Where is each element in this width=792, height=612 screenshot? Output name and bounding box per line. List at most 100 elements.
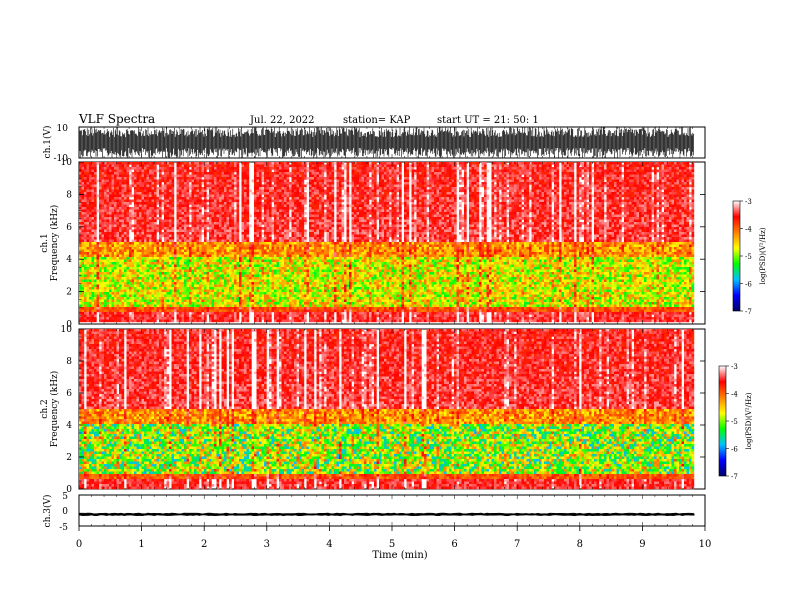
spectrogram-cell xyxy=(442,170,445,173)
spectrogram-cell xyxy=(692,167,695,170)
spectrogram-cell xyxy=(82,177,85,180)
spectrogram-cell xyxy=(139,177,142,180)
spectrogram-cell xyxy=(512,162,515,165)
spectrogram-cell xyxy=(157,170,160,173)
spectrogram-cell xyxy=(132,177,135,180)
spectrogram-cell xyxy=(257,165,260,168)
spectrogram-cell xyxy=(149,162,152,165)
spectrogram-cell xyxy=(297,167,300,170)
spectrogram-cell xyxy=(272,175,275,178)
spectrogram-cell xyxy=(132,165,135,168)
spectrogram-cell xyxy=(412,165,415,168)
spectrogram-cell xyxy=(309,170,312,173)
spectrogram-cell xyxy=(244,162,247,165)
spectrogram-cell xyxy=(169,165,172,168)
spectrogram-cell xyxy=(277,167,280,170)
spectrogram-cell xyxy=(224,172,227,175)
spectrogram-cell xyxy=(512,175,515,178)
spectrogram-cell xyxy=(144,167,147,170)
spectrogram-cell xyxy=(289,175,292,178)
spectrogram-cell xyxy=(157,162,160,165)
spectrogram-cell xyxy=(692,170,695,173)
spectrogram-cell xyxy=(122,177,125,180)
spectrogram-cell xyxy=(614,172,617,175)
spectrogram-cell xyxy=(667,165,670,168)
spectrogram-cell xyxy=(567,167,570,170)
spectrogram-cell xyxy=(404,165,407,168)
spectrogram-cell xyxy=(99,165,102,168)
spectrogram-cell xyxy=(527,162,530,165)
spectrogram-cell xyxy=(264,165,267,168)
spectrogram-cell xyxy=(117,165,120,168)
spectrogram-cell xyxy=(274,167,277,170)
spectrogram-cell xyxy=(444,175,447,178)
spectrogram-cell xyxy=(522,172,525,175)
spectrogram-cell xyxy=(637,170,640,173)
spectrogram-cell xyxy=(159,165,162,168)
spectrogram-cell xyxy=(324,165,327,168)
spectrogram-cell xyxy=(429,165,432,168)
spectrogram-cell xyxy=(144,175,147,178)
spectrogram-cell xyxy=(407,165,410,168)
spectrogram-cell xyxy=(222,165,225,168)
spectrogram-cell xyxy=(567,170,570,173)
spectrogram-cell xyxy=(622,165,625,168)
spectrogram-cell xyxy=(462,167,465,170)
spectrogram-cell xyxy=(482,172,485,175)
spectrogram-cell xyxy=(152,167,155,170)
spectrogram-cell xyxy=(322,162,325,165)
spectrogram-cell xyxy=(254,167,257,170)
spectrogram-cell xyxy=(384,175,387,178)
spectrogram-cell xyxy=(212,177,215,180)
spectrogram-cell xyxy=(619,172,622,175)
spectrogram-cell xyxy=(362,162,365,165)
spectrogram-cell xyxy=(569,170,572,173)
spectrogram-cell xyxy=(272,162,275,165)
spectrogram-cell xyxy=(262,165,265,168)
spectrogram-cell xyxy=(677,172,680,175)
spectrogram-cell xyxy=(662,162,665,165)
spectrogram-cell xyxy=(679,167,682,170)
spectrogram-cell xyxy=(237,167,240,170)
spectrogram-cell xyxy=(457,162,460,165)
spectrogram-cell xyxy=(79,172,82,175)
spectrogram-cell xyxy=(522,170,525,173)
spectrogram-cell xyxy=(357,172,360,175)
spectrogram-cell xyxy=(199,165,202,168)
spectrogram-cell xyxy=(379,167,382,170)
spectrogram-cell xyxy=(537,170,540,173)
spectrogram-cell xyxy=(147,162,150,165)
spectrogram-cell xyxy=(362,175,365,178)
spectrogram-cell xyxy=(399,170,402,173)
spectrogram-cell xyxy=(394,167,397,170)
spectrogram-cell xyxy=(427,175,430,178)
spectrogram-cell xyxy=(482,165,485,168)
spectrogram-cell xyxy=(542,175,545,178)
spectrogram-cell xyxy=(539,165,542,168)
spectrogram-cell xyxy=(87,162,90,165)
spectrogram-cell xyxy=(612,172,615,175)
spectrogram-cell xyxy=(382,172,385,175)
spectrogram-cell xyxy=(287,162,290,165)
spectrogram-cell xyxy=(152,170,155,173)
spectrogram-cell xyxy=(119,172,122,175)
spectrogram-cell xyxy=(584,170,587,173)
spectrogram-cell xyxy=(599,172,602,175)
spectrogram-cell xyxy=(94,162,97,165)
spectrogram-cell xyxy=(204,167,207,170)
spectrogram-cell xyxy=(442,175,445,178)
spectrogram-cell xyxy=(507,165,510,168)
spectrogram-cell xyxy=(549,162,552,165)
spectrogram-cell xyxy=(437,165,440,168)
spectrogram-cell xyxy=(134,167,137,170)
spectrogram-cell xyxy=(259,172,262,175)
spectrogram-cell xyxy=(629,162,632,165)
spectrogram-cell xyxy=(342,175,345,178)
spectrogram-cell xyxy=(449,165,452,168)
spectrogram-cell xyxy=(237,172,240,175)
spectrogram-cell xyxy=(549,170,552,173)
spectrogram-cell xyxy=(377,165,380,168)
spectrogram-cell xyxy=(259,162,262,165)
spectrogram-cell xyxy=(84,167,87,170)
spectrogram-cell xyxy=(319,162,322,165)
